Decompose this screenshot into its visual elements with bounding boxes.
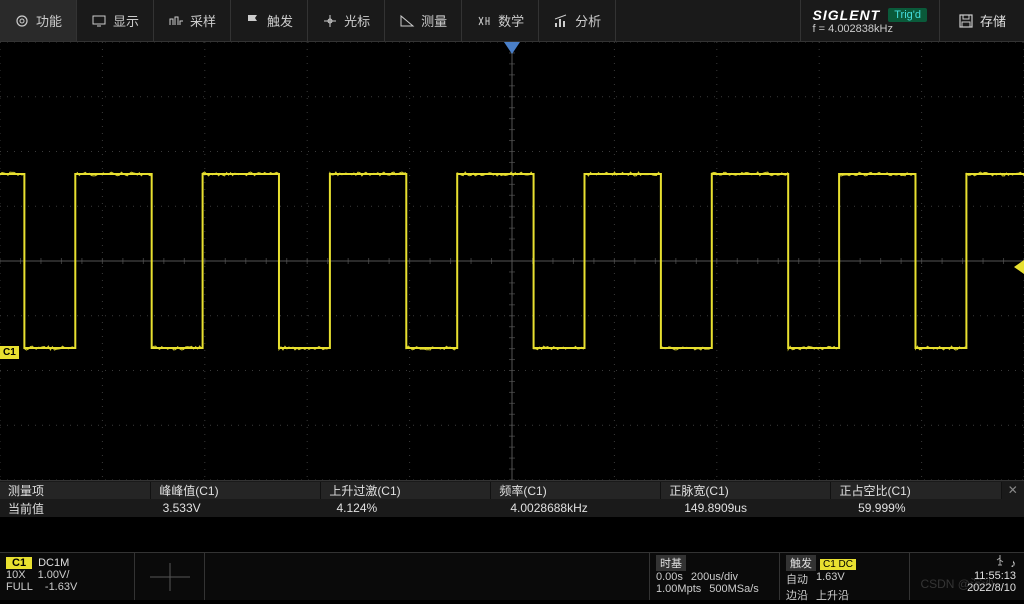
menu-label: 触发 (267, 11, 293, 30)
menu-label: 分析 (575, 11, 601, 30)
trigger-level: 1.63V (816, 571, 845, 587)
channel-ground-marker[interactable]: C1 (0, 346, 19, 359)
gear-icon (14, 13, 30, 29)
menu-label: 测量 (421, 11, 447, 30)
frequency-readout: f = 4.002838kHz (813, 23, 927, 35)
meas-value: 59.999% (850, 501, 1024, 515)
menu-label: 显示 (113, 11, 139, 30)
meas-value-label: 当前值 (0, 500, 155, 517)
usb-icon (995, 555, 1005, 570)
flag-icon (245, 13, 261, 29)
cursor-icon (322, 13, 338, 29)
sample-icon (168, 13, 184, 29)
trigger-status-badge: Trig'd (888, 8, 927, 22)
waveform-display[interactable]: C1 (0, 42, 1024, 480)
meas-value: 3.533V (155, 501, 329, 515)
menu-label: 光标 (344, 11, 370, 30)
meas-value: 4.124% (329, 501, 503, 515)
meas-close-button[interactable]: ✕ (1002, 483, 1024, 497)
clock-date: 2022/8/10 (918, 582, 1016, 594)
trigger-position-marker[interactable] (504, 42, 520, 54)
meas-header[interactable]: 频率(C1) (491, 482, 661, 499)
status-bar: C1 DC1M 10X 1.00V/ FULL -1.63V 时基 0.00s 200u… (0, 552, 1024, 600)
menu-cursor[interactable]: 光标 (308, 0, 385, 41)
timebase-rate: 500MSa/s (709, 583, 759, 595)
sound-icon: ♪ (1011, 558, 1017, 570)
save-icon (958, 13, 974, 29)
trigger-level-marker[interactable] (1014, 260, 1024, 274)
analyze-icon (553, 13, 569, 29)
position-indicator (135, 553, 205, 600)
clock-time: 11:55:13 (918, 570, 1016, 582)
trigger-title: 触发 (786, 555, 816, 571)
meas-value: 149.8909us (676, 501, 850, 515)
top-menu-bar: 功能 显示 采样 触发 光标 测量 数学 分析 SIGLENT Trig'd f = 4.00… (0, 0, 1024, 42)
graticule-grid (0, 42, 1024, 480)
monitor-icon (91, 13, 107, 29)
channel-badge: C1 (6, 557, 32, 569)
measurement-bar: 测量项峰峰值(C1)上升过激(C1)频率(C1)正脉宽(C1)正占空比(C1)✕… (0, 480, 1024, 517)
save-label: 存储 (980, 11, 1006, 30)
menu-monitor[interactable]: 显示 (77, 0, 154, 41)
menu-measure[interactable]: 测量 (385, 0, 462, 41)
meas-header[interactable]: 正脉宽(C1) (661, 482, 831, 499)
trigger-type: 边沿 (786, 587, 808, 603)
trigger-box[interactable]: 触发 C1 DC 自动 1.63V 边沿上升沿 (779, 553, 909, 600)
math-icon (476, 13, 492, 29)
timebase-points: 1.00Mpts (656, 583, 701, 595)
brand-status-box: SIGLENT Trig'd f = 4.002838kHz (800, 0, 940, 41)
menu-gear[interactable]: 功能 (0, 0, 77, 41)
measure-icon (399, 13, 415, 29)
timebase-scale: 200us/div (691, 571, 738, 583)
channel-offset: -1.63V (45, 581, 77, 593)
menu-label: 采样 (190, 11, 216, 30)
trigger-source: C1 DC (820, 559, 856, 570)
meas-header[interactable]: 正占空比(C1) (831, 482, 1001, 499)
trigger-slope: 上升沿 (816, 587, 849, 603)
menu-label: 数学 (498, 11, 524, 30)
menu-flag[interactable]: 触发 (231, 0, 308, 41)
channel-bw: FULL (6, 581, 33, 593)
save-button[interactable]: 存储 (940, 0, 1024, 41)
channel-probe: 10X (6, 569, 26, 581)
clock-box: ♪ 11:55:13 2022/8/10 (909, 553, 1024, 600)
channel-info-box[interactable]: C1 DC1M 10X 1.00V/ FULL -1.63V (0, 553, 135, 600)
menu-label: 功能 (36, 11, 62, 30)
timebase-delay: 0.00s (656, 571, 683, 583)
timebase-box[interactable]: 时基 0.00s 200us/div 1.00Mpts 500MSa/s (649, 553, 779, 600)
meas-header[interactable]: 峰峰值(C1) (151, 482, 321, 499)
channel-coupling: DC1M (38, 557, 69, 569)
timebase-title: 时基 (656, 555, 686, 571)
menu-analyze[interactable]: 分析 (539, 0, 616, 41)
brand-logo: SIGLENT (813, 7, 881, 23)
meas-header[interactable]: 上升过激(C1) (321, 482, 491, 499)
menu-sample[interactable]: 采样 (154, 0, 231, 41)
meas-row-label: 测量项 (0, 482, 151, 499)
trigger-mode: 自动 (786, 571, 808, 587)
menu-math[interactable]: 数学 (462, 0, 539, 41)
meas-value: 4.0028688kHz (502, 501, 676, 515)
channel-vdiv: 1.00V/ (38, 569, 70, 581)
